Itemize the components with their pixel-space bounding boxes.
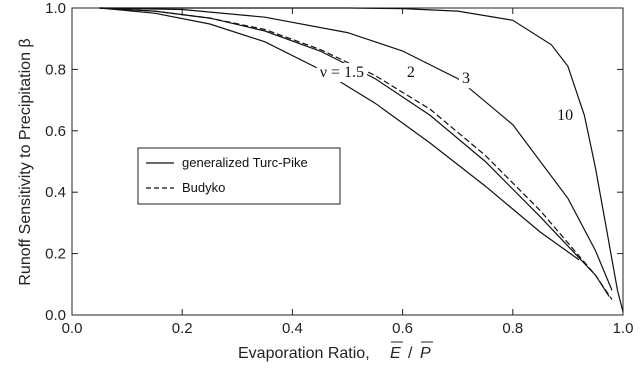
x-tick-label: 0.4 [282,320,303,337]
x-tick-label: 0.2 [172,320,193,337]
legend-label-budyko: Budyko [182,180,225,195]
x-axis-label: Evaporation Ratio, E / P [238,341,433,362]
y-tick-label: 0.2 [45,246,66,263]
series-label-background [458,69,473,89]
x-tick-label: 1.0 [613,320,634,337]
series-label-background [403,63,418,83]
y-tick-label: 0.4 [45,184,66,201]
series-label-2: 3 [462,70,470,87]
legend: generalized Turc-Pike Budyko [137,147,341,205]
legend-box [137,147,341,205]
x-axis-label-text: Evaporation Ratio, [238,345,370,362]
y-tick-label: 0.0 [45,307,66,324]
y-axis: 0.0 0.2 0.4 0.6 0.8 1.0 [45,0,623,324]
x-axis-label-denominator: P [420,345,431,362]
x-axis: 0.0 0.2 0.4 0.6 0.8 1.0 [62,8,634,337]
series-label-0: ν = 1.5 [320,64,364,81]
x-axis-label-numerator: E [390,345,401,362]
y-axis-label: Runoff Sensitivity to Precipitation β [17,38,34,285]
series-labels: ν = 1.5 2 3 10 [316,63,577,126]
series-line-2 [99,7,613,291]
x-tick-label: 0.8 [502,320,523,337]
y-tick-label: 0.6 [45,123,66,140]
legend-label-turc-pike: generalized Turc-Pike [182,155,308,170]
series-label-background [554,106,577,126]
y-tick-label: 0.8 [45,61,66,78]
series-lines [99,7,624,313]
series-label-3: 10 [557,107,573,124]
series-line-0 [99,7,580,261]
series-line-3 [99,7,624,313]
x-tick-label: 0.6 [392,320,413,337]
x-axis-label-slash: / [408,345,413,362]
series-line-4 [99,7,613,300]
series-label-background [316,63,368,83]
x-tick-label: 0.0 [62,320,83,337]
series-label-1: 2 [407,64,415,81]
y-tick-label: 1.0 [45,0,66,17]
